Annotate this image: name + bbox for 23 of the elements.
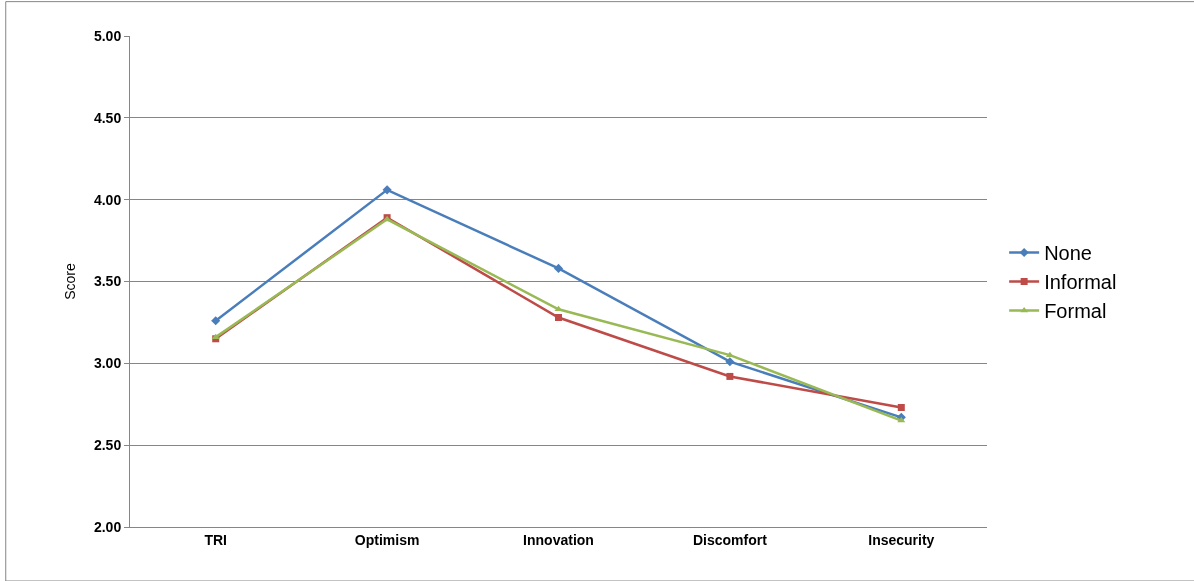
y-tick-label: 3.00 <box>93 355 122 372</box>
legend-label: Formal <box>1044 300 1107 323</box>
point <box>555 314 562 322</box>
x-tick-label: Optimism <box>354 531 420 548</box>
y-tick-label: 4.50 <box>93 109 122 126</box>
y-tick-label: 5.00 <box>93 27 122 44</box>
x-tick-label: Innovation <box>523 531 594 548</box>
y-tick-label: 4.00 <box>93 191 122 208</box>
point <box>897 404 905 412</box>
point <box>382 185 392 195</box>
point <box>726 372 734 380</box>
y-axis-title: Score <box>61 263 78 300</box>
legend-label: None <box>1044 242 1092 265</box>
point <box>553 263 564 273</box>
point <box>211 316 221 326</box>
y-tick-label: 2.00 <box>93 518 122 535</box>
legend-label: Informal <box>1044 271 1117 294</box>
x-tick-label: Insecurity <box>868 531 935 548</box>
y-tick-label: 3.50 <box>93 273 122 290</box>
point <box>725 357 735 367</box>
x-tick-label: Discomfort <box>692 531 768 548</box>
x-tick-label: TRI <box>204 531 227 548</box>
y-tick-label: 2.50 <box>93 437 122 454</box>
